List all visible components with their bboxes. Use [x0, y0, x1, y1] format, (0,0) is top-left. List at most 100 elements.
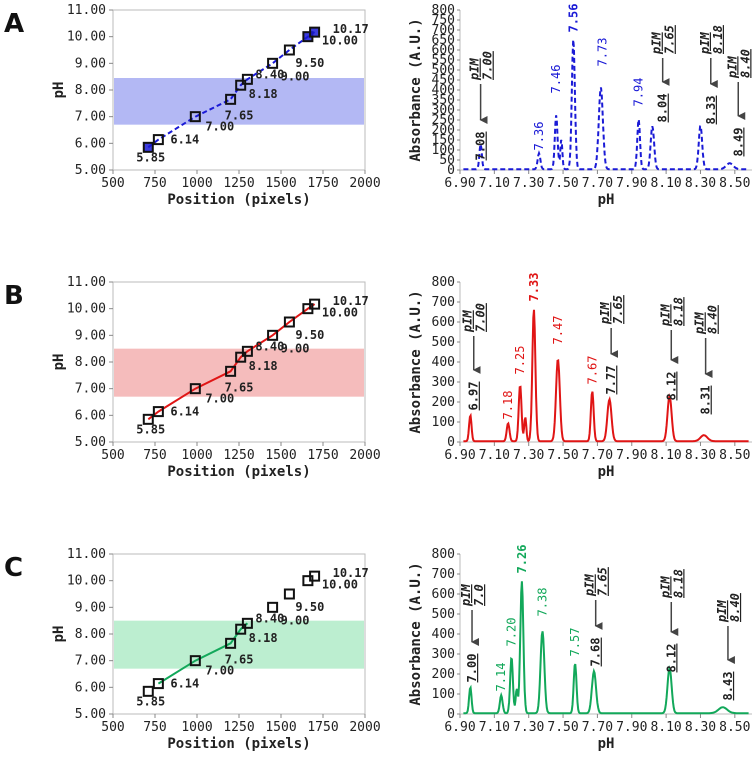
y-tick-label: 11.00: [67, 547, 106, 562]
x-tick-label: 6.90: [444, 720, 475, 735]
calibration-point: [283, 316, 295, 328]
calibration-point-label: 7.00: [205, 664, 234, 678]
panel-b: B 5.00 6.00 7.00 8.00 9.00 10.00 11.00 500 750 100…: [4, 273, 752, 480]
pim-label: pIM: [698, 32, 712, 55]
y-tick-label: 800: [432, 547, 455, 562]
x-tick-label: 7.50: [547, 720, 578, 735]
pim-annotation: 7.68 pIM 7.65: [583, 567, 610, 666]
pim-label: pIM: [461, 310, 475, 333]
x-tick-label: 6.90: [444, 176, 475, 191]
x-tick-label: 1500: [265, 720, 296, 735]
calibration-point: [189, 111, 201, 123]
y-tick-label: 500: [432, 607, 455, 622]
y-tick-label: 6.00: [75, 680, 106, 695]
x-tick-label: 8.50: [719, 720, 750, 735]
y-tick-label: 5.00: [75, 707, 106, 722]
calibration-point-label: 8.40: [255, 339, 284, 353]
y-axis-title: pH: [51, 626, 67, 643]
pim-value: 8.40: [706, 305, 720, 334]
pim-measured-value: 7.00: [465, 654, 479, 683]
calibration-point-label: 10.00: [322, 34, 358, 48]
peak-label: 7.56: [566, 4, 580, 33]
y-tick-label: 7.00: [75, 110, 106, 125]
y-axis-title: Absorbance (A.U.): [408, 290, 424, 433]
calibration-point-label: 8.18: [249, 359, 278, 373]
y-tick-label: 650: [432, 33, 455, 48]
y-tick-label: 10.00: [67, 302, 106, 317]
calibration-point: [309, 26, 321, 38]
x-tick-label: 1000: [181, 176, 212, 191]
calibration-band: [114, 620, 364, 669]
panel-letter: A: [4, 9, 24, 39]
peak-label: 7.20: [505, 618, 519, 647]
x-axis-title: Position (pixels): [167, 192, 310, 208]
pim-value: 8.18: [671, 297, 685, 326]
x-tick-label: 7.90: [616, 176, 647, 191]
y-tick-label: 0: [447, 435, 455, 450]
pim-measured-value: 8.12: [664, 372, 678, 401]
y-tick-label: 9.00: [75, 328, 106, 343]
x-tick-label: 7.10: [479, 448, 510, 463]
peak-label: 7.94: [632, 78, 646, 107]
pim-value: 7.65: [611, 295, 625, 324]
calibration-plot: 5.00 6.00 7.00 8.00 9.00 10.00 11.00 500 750 1000…: [51, 547, 381, 752]
y-tick-label: 5.00: [75, 435, 106, 450]
calibration-point-label: 7.65: [225, 652, 254, 666]
y-tick-label: 700: [432, 295, 455, 310]
x-tick-label: 1250: [223, 448, 254, 463]
x-axis-title: Position (pixels): [167, 464, 310, 480]
pim-measured-value: 8.12: [664, 644, 678, 673]
calibration-point: [225, 637, 237, 649]
peak-label: 7.14: [494, 663, 508, 692]
calibration-point: [235, 351, 247, 363]
x-tick-label: 7.30: [513, 176, 544, 191]
pim-measured-value: 7.08: [474, 132, 488, 161]
x-tick-label: 7.50: [547, 176, 578, 191]
pim-label: pIM: [598, 302, 612, 325]
calibration-fit-line: [147, 303, 316, 421]
calibration-point: [241, 617, 253, 629]
x-tick-label: 7.70: [582, 448, 613, 463]
calibration-point: [152, 134, 164, 146]
calibration-point: [241, 345, 253, 357]
y-tick-label: 100: [432, 143, 455, 158]
y-tick-label: 200: [432, 395, 455, 410]
y-tick-label: 10.00: [67, 574, 106, 589]
pim-label: pIM: [468, 58, 482, 81]
calibration-point: [235, 623, 247, 635]
calibration-point-label: 10.17: [333, 22, 369, 36]
calibration-point-label: 9.00: [281, 341, 310, 355]
x-tick-label: 8.10: [650, 448, 681, 463]
y-axis-title: Absorbance (A.U.): [408, 18, 424, 161]
pim-label: pIM: [459, 584, 473, 607]
y-tick-label: 500: [432, 63, 455, 78]
pim-label: pIM: [658, 576, 672, 599]
y-tick-label: 300: [432, 375, 455, 390]
x-tick-label: 1500: [265, 176, 296, 191]
x-tick-label: 8.10: [650, 176, 681, 191]
spectrum-line: [463, 39, 749, 171]
x-tick-label: 500: [101, 720, 124, 735]
pim-value: 7.65: [596, 567, 610, 596]
pim-measured-value: 8.33: [704, 96, 718, 125]
calibration-point: [189, 655, 201, 667]
calibration-point-label: 7.65: [225, 380, 254, 394]
y-tick-label: 450: [432, 73, 455, 88]
calibration-point-label: 10.17: [333, 566, 369, 580]
y-tick-label: 300: [432, 103, 455, 118]
pim-label: pIM: [715, 600, 729, 623]
x-tick-label: 1000: [181, 448, 212, 463]
calibration-point-label: 8.18: [249, 87, 278, 101]
y-tick-label: 100: [432, 687, 455, 702]
x-tick-label: 500: [101, 448, 124, 463]
y-tick-label: 150: [432, 133, 455, 148]
pim-label: pIM: [725, 56, 739, 79]
pim-value: 8.40: [738, 49, 752, 78]
y-tick-label: 500: [432, 335, 455, 350]
pim-label: pIM: [658, 304, 672, 327]
pim-measured-value: 6.97: [467, 382, 481, 411]
peak-label: 7.57: [568, 628, 582, 657]
pim-measured-value: 8.49: [731, 128, 745, 157]
calibration-point-label: 5.85: [136, 694, 165, 708]
